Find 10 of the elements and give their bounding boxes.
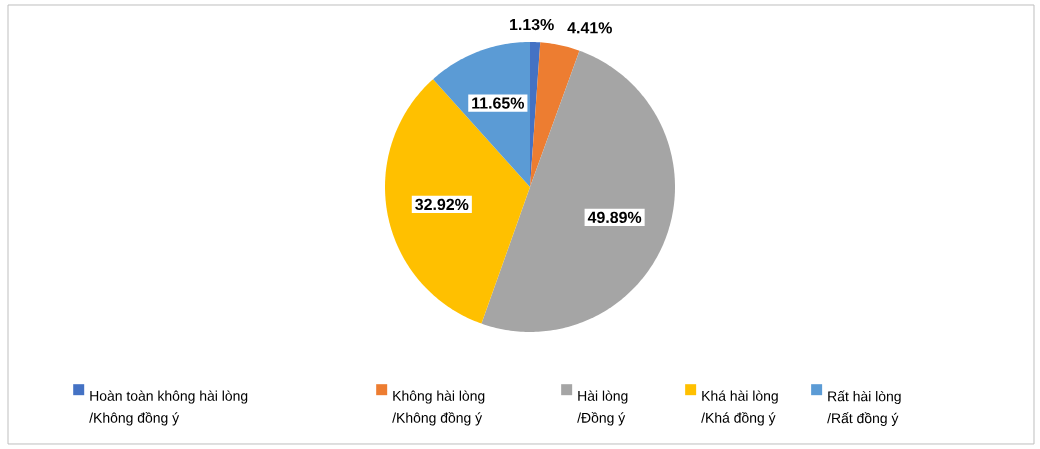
data-label: 1.13% (510, 18, 554, 31)
data-label: 4.41% (567, 22, 612, 34)
legend-label: Rất hài lòng /Rất đồng ý (827, 390, 901, 426)
data-label: 49.89% (587, 211, 642, 223)
legend-label: Khá hài lòng /Khá đồng ý (701, 390, 778, 426)
legend-label: Hài lòng /Đồng ý (577, 390, 628, 426)
legend-label: Không hài lòng /Không đồng ý (392, 390, 485, 426)
legend-label: Hoàn toàn không hài lòng /Không đồng ý (89, 390, 248, 426)
data-label: 32.92% (415, 198, 469, 211)
data-label: 11.65% (472, 97, 524, 109)
